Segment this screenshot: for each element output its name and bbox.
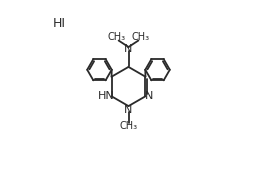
Text: CH₃: CH₃ (107, 32, 126, 42)
Text: CH₃: CH₃ (120, 121, 137, 131)
Text: HI: HI (53, 17, 66, 30)
Text: N: N (124, 44, 133, 53)
Text: N: N (124, 105, 133, 115)
Text: HN: HN (98, 91, 114, 101)
Text: N: N (145, 91, 153, 101)
Text: CH₃: CH₃ (131, 32, 150, 42)
